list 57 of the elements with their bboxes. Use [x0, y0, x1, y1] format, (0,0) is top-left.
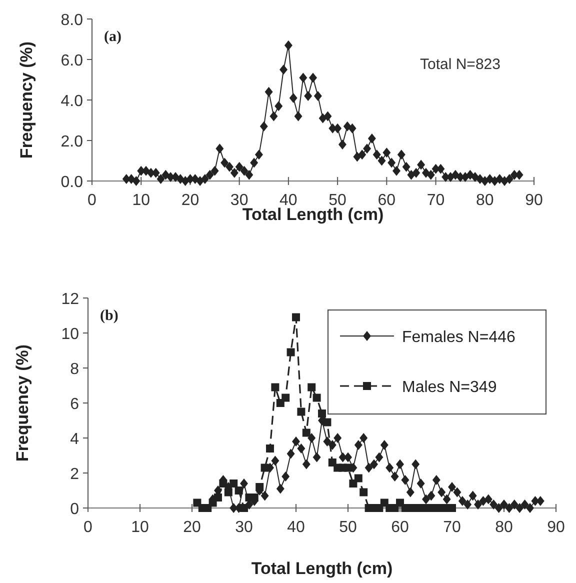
point — [297, 408, 306, 416]
point — [260, 464, 269, 472]
y-axis-title: Frequency (%) — [13, 344, 32, 462]
annotation: Total N=823 — [420, 56, 500, 73]
point — [308, 383, 316, 392]
x-tick-label: 10 — [132, 192, 150, 209]
x-tick-label: 20 — [183, 519, 201, 536]
point — [240, 504, 248, 512]
x-tick-label: 70 — [426, 192, 445, 209]
point — [323, 418, 332, 426]
x-tick-label: 90 — [547, 519, 565, 536]
y-tick-label: 2 — [70, 466, 80, 483]
point — [234, 486, 243, 494]
point — [354, 474, 362, 482]
x-tick-label: 80 — [476, 192, 494, 209]
annotation: (b) — [100, 308, 118, 324]
legend-label: Males N=349 — [402, 379, 497, 396]
x-tick-label: 40 — [287, 519, 305, 536]
point — [344, 464, 352, 472]
x-tick-label: 70 — [443, 519, 461, 536]
point — [286, 348, 295, 356]
x-tick-label: 30 — [235, 519, 253, 536]
annotation: (a) — [104, 29, 122, 45]
point — [214, 494, 222, 502]
point — [318, 410, 326, 418]
y-tick-label: 0.0 — [60, 174, 84, 191]
point — [256, 483, 264, 491]
point — [292, 313, 300, 322]
point — [230, 480, 238, 488]
y-tick-label: 12 — [61, 291, 80, 308]
y-tick-label: 4.0 — [60, 93, 84, 110]
point — [282, 394, 290, 402]
x-tick-label: 90 — [525, 192, 543, 209]
x-tick-label: 80 — [495, 519, 513, 536]
point — [360, 488, 368, 496]
point — [266, 444, 274, 452]
x-tick-label: 20 — [181, 192, 200, 209]
legend-label: Females N=446 — [402, 329, 516, 346]
point — [302, 428, 310, 437]
y-tick-label: 0 — [70, 501, 80, 518]
point — [312, 394, 321, 402]
x-tick-label: 50 — [339, 519, 357, 536]
y-tick-label: 6.0 — [60, 52, 84, 70]
x-tick-label: 0 — [88, 192, 97, 209]
point — [219, 480, 228, 488]
point — [271, 383, 280, 392]
y-axis-title: Frequency (%) — [17, 41, 36, 159]
x-tick-label: 60 — [391, 519, 409, 536]
x-axis-title: Total Length (cm) — [251, 559, 393, 578]
y-tick-label: 10 — [61, 326, 80, 343]
y-tick-label: 8 — [70, 361, 80, 378]
y-tick-label: 4 — [70, 431, 80, 448]
y-tick-label: 2.0 — [60, 134, 84, 150]
x-tick-label: 10 — [131, 519, 149, 536]
point — [224, 488, 232, 496]
y-tick-label: 6 — [70, 396, 80, 413]
y-tick-label: 8.0 — [60, 12, 84, 29]
